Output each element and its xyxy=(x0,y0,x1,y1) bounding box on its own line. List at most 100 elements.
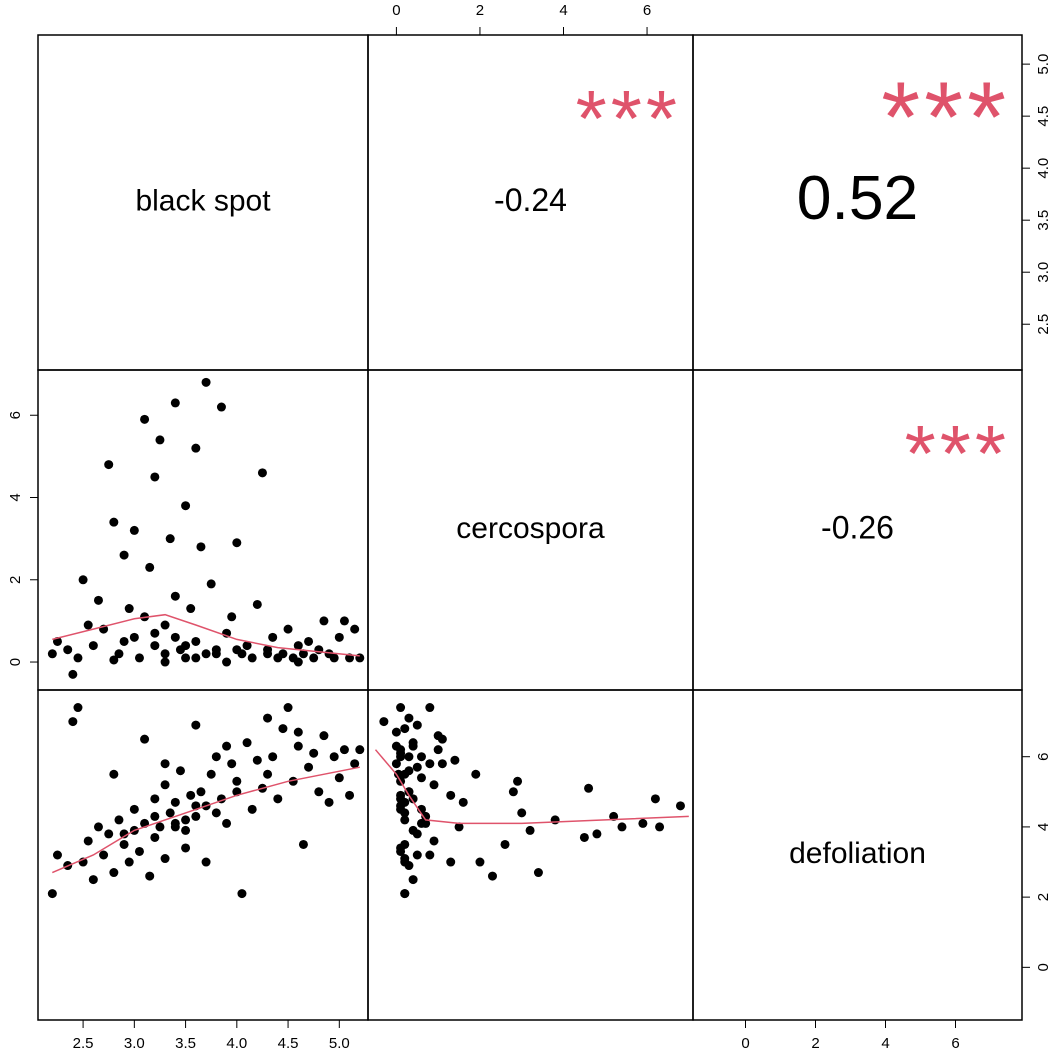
point xyxy=(278,724,288,734)
point xyxy=(109,769,119,779)
point xyxy=(191,811,201,821)
point xyxy=(433,745,443,755)
point xyxy=(155,435,165,445)
point xyxy=(114,649,124,659)
y-tick-label: 2 xyxy=(7,576,24,584)
point xyxy=(160,780,170,790)
x-tick-label: 3.5 xyxy=(175,1035,196,1052)
correlation: -0.24 xyxy=(494,182,567,218)
point xyxy=(216,402,226,412)
point xyxy=(416,752,426,762)
point xyxy=(196,542,206,552)
point xyxy=(227,759,237,769)
point xyxy=(150,641,160,651)
x-tick-label: 2 xyxy=(811,1035,819,1052)
point xyxy=(181,653,191,663)
point xyxy=(293,741,303,751)
point xyxy=(400,839,410,849)
point xyxy=(211,808,221,818)
point xyxy=(140,734,150,744)
point xyxy=(283,624,293,634)
point xyxy=(134,846,144,856)
point xyxy=(232,645,242,655)
point xyxy=(400,724,410,734)
point xyxy=(150,472,160,482)
point xyxy=(124,604,134,614)
point xyxy=(252,599,262,609)
point xyxy=(227,612,237,622)
point xyxy=(201,649,211,659)
point xyxy=(579,832,589,842)
point xyxy=(268,632,278,642)
y-tick-label: 3.5 xyxy=(1035,210,1052,231)
point xyxy=(140,414,150,424)
point xyxy=(454,822,464,832)
point xyxy=(309,653,319,663)
point xyxy=(247,804,257,814)
y-tick-label: 3.0 xyxy=(1035,262,1052,283)
point xyxy=(88,641,98,651)
point xyxy=(319,616,329,626)
point xyxy=(391,759,401,769)
point xyxy=(222,818,232,828)
point xyxy=(592,829,602,839)
point xyxy=(47,889,57,899)
x-tick-label: 5.0 xyxy=(329,1035,350,1052)
point xyxy=(191,636,201,646)
point xyxy=(114,815,124,825)
point xyxy=(181,815,191,825)
point xyxy=(412,720,422,730)
point xyxy=(324,797,334,807)
point xyxy=(170,632,180,642)
point xyxy=(119,839,129,849)
point xyxy=(319,731,329,741)
point xyxy=(433,731,443,741)
point xyxy=(550,815,560,825)
y-tick-label: 4 xyxy=(7,493,24,501)
point xyxy=(517,808,527,818)
point xyxy=(83,620,93,630)
point xyxy=(257,468,267,478)
point xyxy=(119,829,129,839)
point xyxy=(393,769,403,779)
point xyxy=(150,811,160,821)
point xyxy=(655,822,665,832)
point xyxy=(104,460,114,470)
point xyxy=(181,501,191,511)
point xyxy=(609,811,619,821)
point xyxy=(252,755,262,765)
point xyxy=(400,889,410,899)
point xyxy=(232,776,242,786)
y-tick-label: 5.0 xyxy=(1035,54,1052,75)
point xyxy=(412,850,422,860)
point xyxy=(232,538,242,548)
point xyxy=(109,517,119,527)
x-tick-label: 0 xyxy=(392,2,400,19)
panel xyxy=(692,689,1023,1021)
variable-name: cercospora xyxy=(456,512,605,545)
point xyxy=(487,871,497,881)
point xyxy=(129,525,139,535)
point xyxy=(191,720,201,730)
point xyxy=(73,653,83,663)
point xyxy=(93,595,103,605)
point xyxy=(263,713,273,723)
point xyxy=(206,579,216,589)
point xyxy=(196,787,206,797)
point xyxy=(181,641,191,651)
point xyxy=(145,562,155,572)
point xyxy=(201,377,211,387)
point xyxy=(408,741,418,751)
point xyxy=(247,653,257,663)
point xyxy=(329,653,339,663)
point xyxy=(450,755,460,765)
y-tick-label: 6 xyxy=(1035,753,1052,761)
point xyxy=(68,669,78,679)
point xyxy=(293,641,303,651)
panel xyxy=(37,689,369,1021)
point xyxy=(63,645,73,655)
point xyxy=(129,804,139,814)
point xyxy=(237,889,247,899)
point xyxy=(400,857,410,867)
point xyxy=(404,787,414,797)
